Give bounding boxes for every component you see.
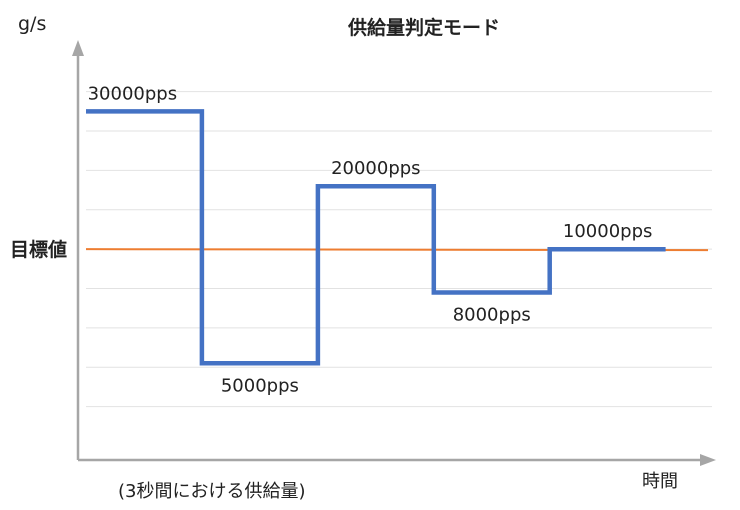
axes — [72, 40, 716, 466]
series-line — [86, 109, 666, 366]
x-axis-arrow — [700, 454, 716, 466]
data-labels: 30000pps 5000pps 20000pps 8000pps 10000pps — [88, 83, 653, 396]
target-label: 目標値 — [10, 238, 67, 261]
chart-title: 供給量判定モード — [347, 16, 500, 39]
y-axis-arrow — [72, 40, 84, 56]
data-label: 5000pps — [221, 375, 299, 396]
y-axis-label: g/s — [18, 13, 46, 35]
data-label: 8000pps — [453, 304, 531, 325]
footnote: (3秒間における供給量) — [118, 481, 306, 502]
data-label: 10000pps — [563, 221, 653, 242]
data-label: 30000pps — [88, 83, 178, 104]
data-label: 20000pps — [331, 158, 421, 179]
x-axis-label: 時間 — [642, 471, 678, 492]
